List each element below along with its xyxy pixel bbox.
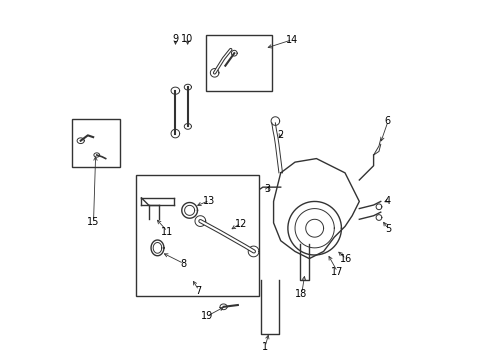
Text: 9: 9 (172, 34, 178, 44)
Text: 5: 5 (385, 224, 391, 234)
FancyBboxPatch shape (136, 175, 259, 296)
Text: 1: 1 (262, 342, 268, 352)
Text: 10: 10 (181, 34, 193, 44)
Text: 11: 11 (161, 227, 173, 237)
Text: 15: 15 (87, 217, 99, 227)
Text: 19: 19 (200, 311, 213, 321)
Text: 3: 3 (264, 184, 270, 194)
Text: 2: 2 (277, 130, 283, 140)
Text: 16: 16 (340, 254, 352, 264)
Text: 17: 17 (331, 267, 343, 277)
Text: 12: 12 (235, 219, 247, 229)
Text: 18: 18 (295, 289, 308, 298)
FancyBboxPatch shape (206, 35, 272, 91)
Text: 14: 14 (286, 35, 298, 45)
Text: 13: 13 (203, 196, 216, 206)
Text: 6: 6 (385, 116, 391, 126)
Text: 8: 8 (180, 259, 187, 269)
Text: 4: 4 (385, 196, 391, 206)
FancyBboxPatch shape (72, 119, 120, 167)
Text: 7: 7 (196, 286, 202, 296)
